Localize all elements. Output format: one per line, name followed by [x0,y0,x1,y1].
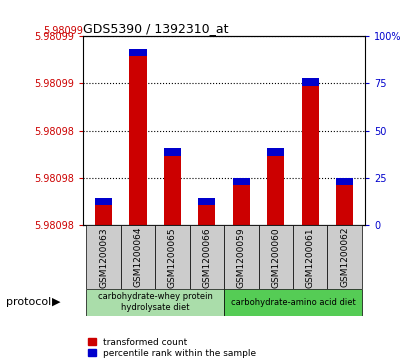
Text: carbohydrate-amino acid diet: carbohydrate-amino acid diet [231,298,355,307]
Bar [233,178,250,185]
Bar [302,78,319,86]
Bar [336,185,353,225]
Bar [164,148,181,155]
FancyBboxPatch shape [190,225,224,289]
Text: GSM1200064: GSM1200064 [134,227,143,287]
FancyBboxPatch shape [155,225,190,289]
Bar [164,155,181,225]
FancyBboxPatch shape [86,289,224,316]
FancyBboxPatch shape [293,225,327,289]
FancyBboxPatch shape [121,225,155,289]
Bar [336,178,353,185]
Bar [129,56,146,225]
FancyBboxPatch shape [86,225,121,289]
FancyBboxPatch shape [224,289,362,316]
Text: ▶: ▶ [52,297,60,307]
Bar [267,148,284,155]
Text: carbohydrate-whey protein
hydrolysate diet: carbohydrate-whey protein hydrolysate di… [98,293,213,312]
Bar [198,205,215,225]
Bar [267,155,284,225]
Bar [95,205,112,225]
Bar [129,49,146,56]
Text: 5.98099: 5.98099 [43,25,83,36]
FancyBboxPatch shape [327,225,362,289]
Text: GSM1200066: GSM1200066 [203,227,211,287]
Text: GSM1200063: GSM1200063 [99,227,108,287]
Bar [95,197,112,205]
Text: GDS5390 / 1392310_at: GDS5390 / 1392310_at [83,22,229,35]
Text: GSM1200060: GSM1200060 [271,227,280,287]
FancyBboxPatch shape [259,225,293,289]
Text: GSM1200061: GSM1200061 [305,227,315,287]
Bar [302,86,319,225]
Legend: transformed count, percentile rank within the sample: transformed count, percentile rank withi… [88,337,257,359]
Text: GSM1200065: GSM1200065 [168,227,177,287]
Text: GSM1200059: GSM1200059 [237,227,246,287]
Text: protocol: protocol [6,297,51,307]
Bar [233,185,250,225]
Text: GSM1200062: GSM1200062 [340,227,349,287]
FancyBboxPatch shape [224,225,259,289]
Bar [198,197,215,205]
